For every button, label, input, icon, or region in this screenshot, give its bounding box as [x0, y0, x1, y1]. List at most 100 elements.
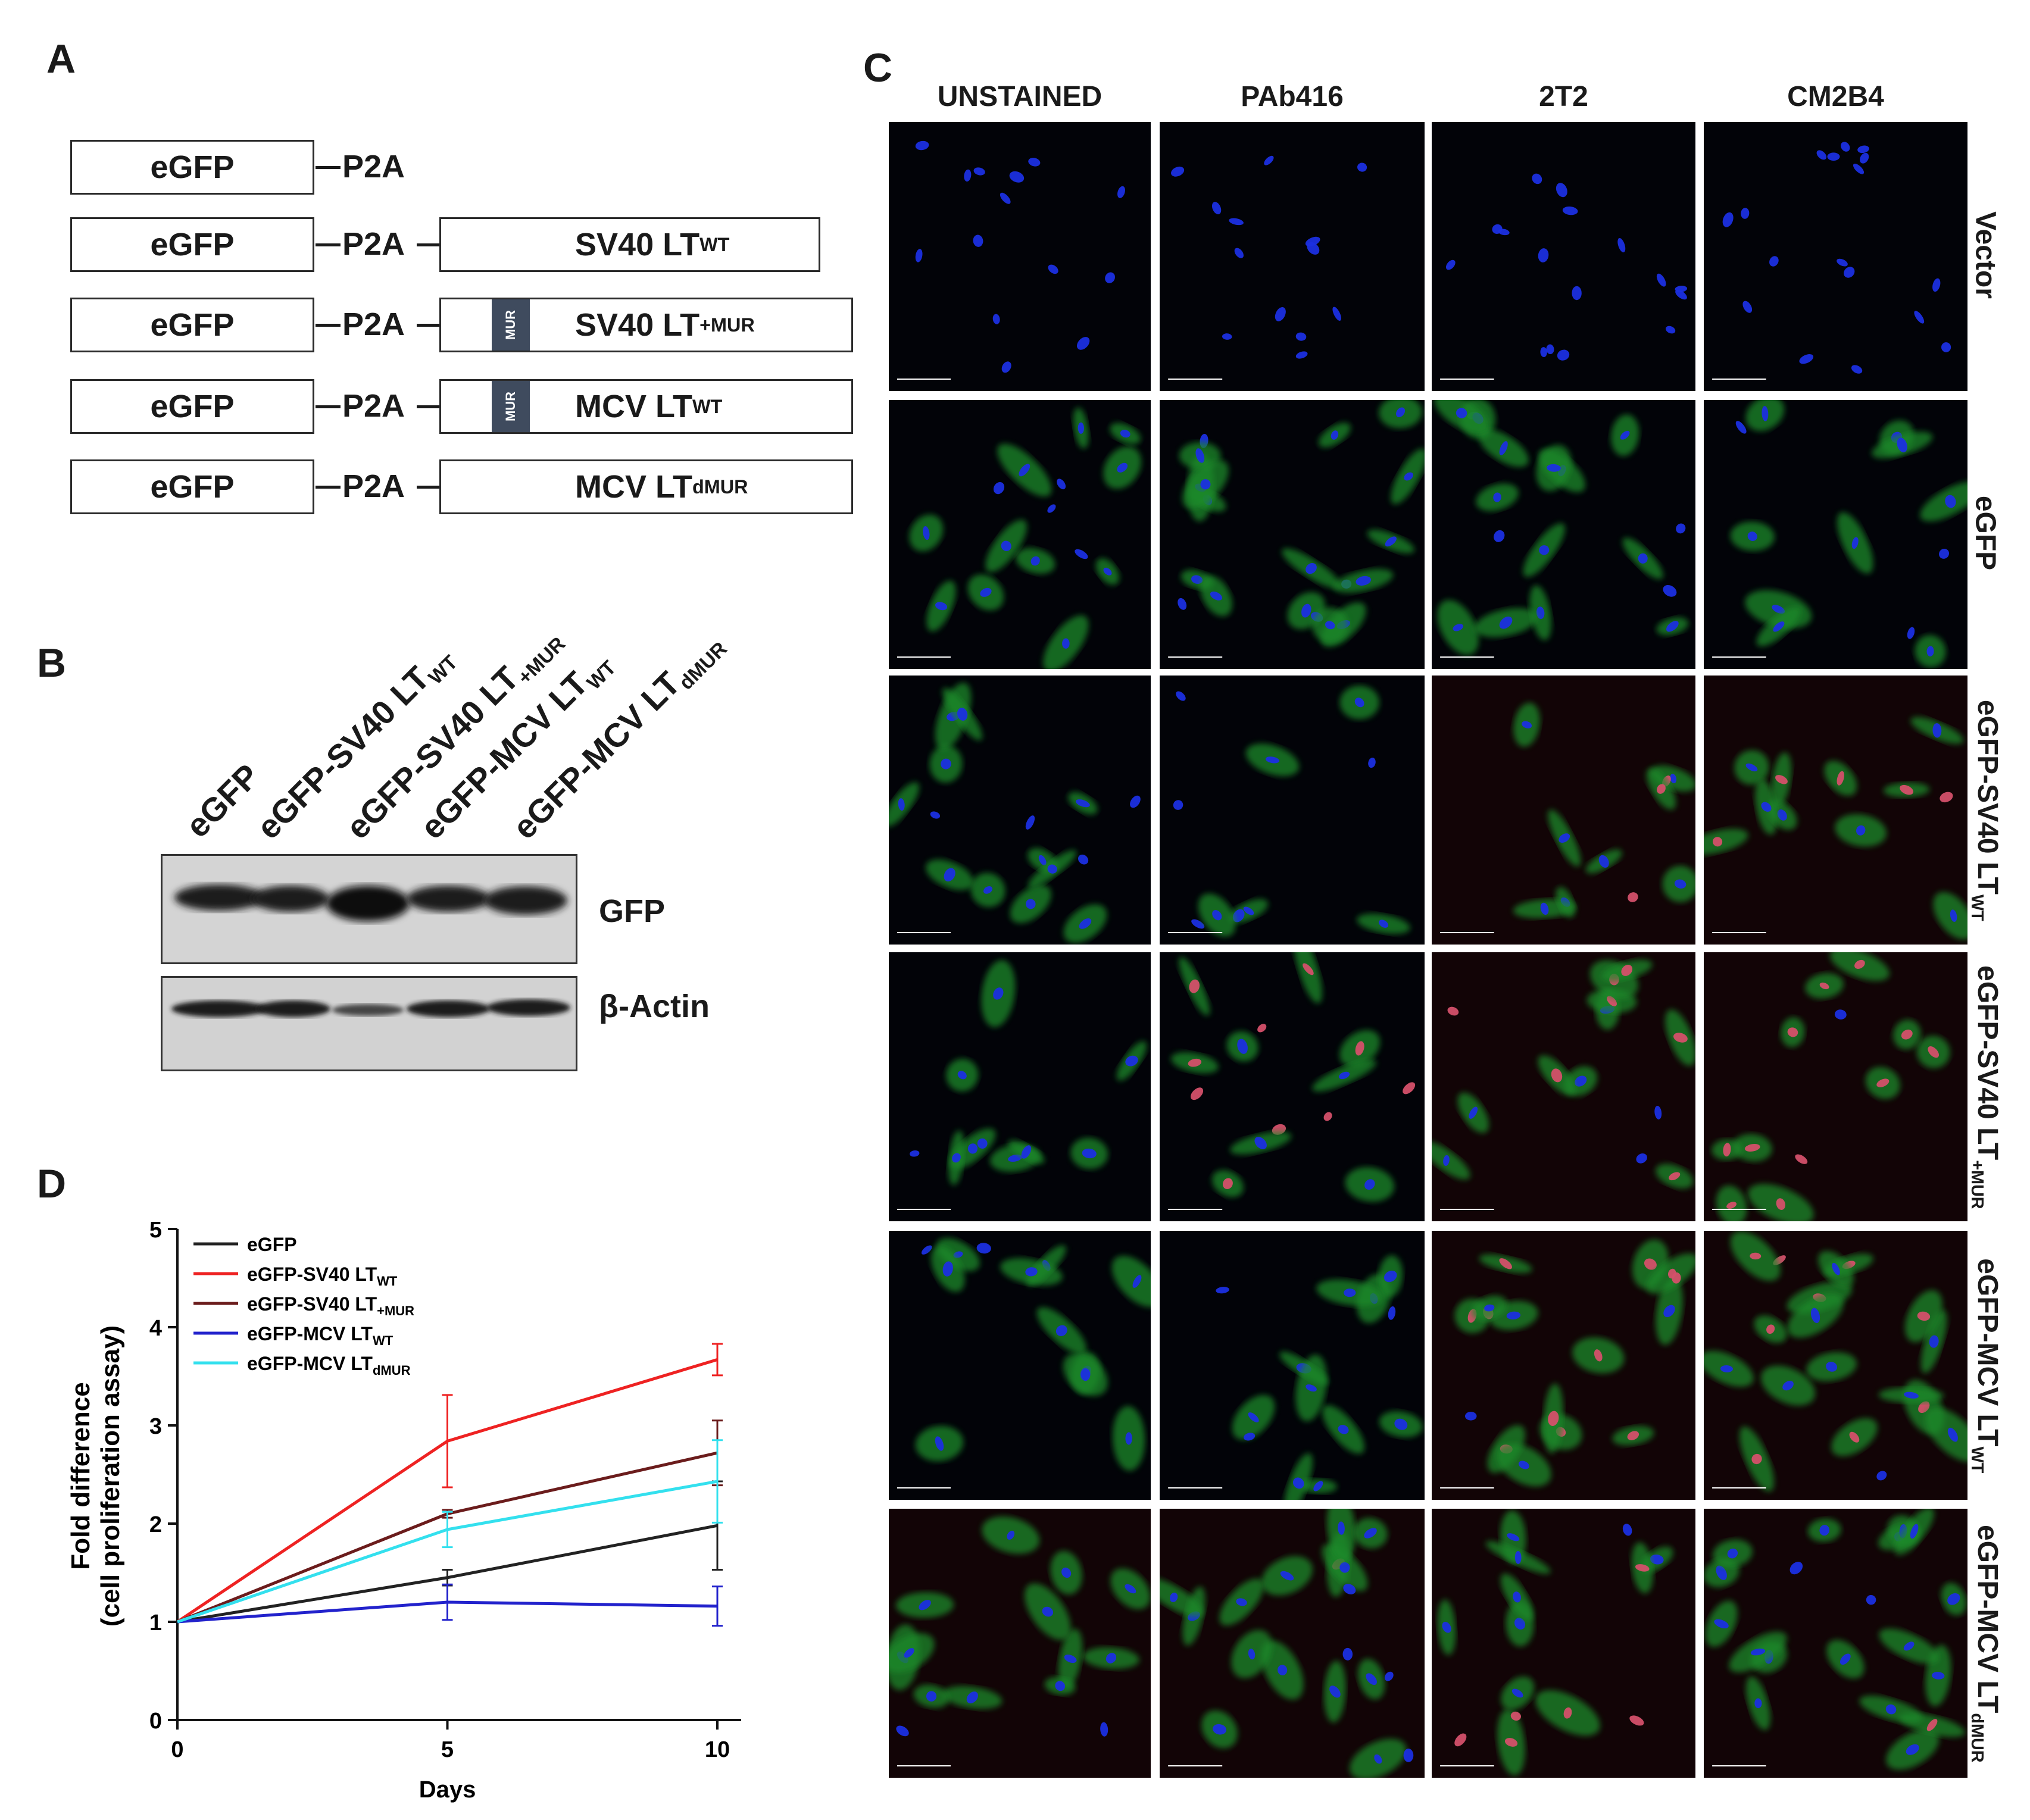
x-tick-label: 10 — [705, 1737, 730, 1762]
nucleus — [1292, 1477, 1304, 1489]
nucleus — [910, 1150, 920, 1157]
nucleus — [1306, 1384, 1317, 1392]
micrograph-tile — [1160, 952, 1425, 1221]
nucleus — [1499, 441, 1508, 455]
nucleus — [1776, 1198, 1786, 1210]
micrograph-tile — [1432, 400, 1695, 669]
micrograph-tile — [889, 1509, 1151, 1778]
nucleus — [1628, 892, 1638, 902]
nucleus — [1834, 1009, 1847, 1020]
nucleus — [1675, 290, 1687, 300]
row-label-main: eGFP — [1969, 495, 2001, 571]
micrograph-tile — [1432, 1509, 1695, 1778]
nucleus — [1546, 344, 1554, 355]
nucleus — [1929, 1335, 1939, 1348]
y-tick-label: 4 — [149, 1316, 162, 1341]
nucleus — [1105, 1653, 1117, 1663]
nucleus — [1064, 1655, 1077, 1663]
nucleus — [1939, 548, 1950, 559]
lane-label-subscript: dMUR — [675, 637, 732, 695]
nucleus — [1851, 537, 1859, 549]
y-tick-label: 0 — [149, 1709, 162, 1734]
row-label-subscript: WT — [1967, 1446, 1987, 1474]
nucleus — [1506, 1311, 1521, 1319]
nucleus — [1042, 1606, 1054, 1617]
nucleus — [1356, 576, 1372, 586]
nucleus — [1499, 1258, 1512, 1269]
micrograph-image — [1160, 952, 1425, 1221]
nucleus — [1504, 1738, 1518, 1747]
p2a-label: P2A — [342, 226, 405, 262]
nucleus — [1885, 1704, 1897, 1715]
tile-background — [1432, 122, 1695, 391]
micrograph-tile — [1704, 676, 1967, 945]
nucleus — [1665, 326, 1676, 334]
nucleus — [915, 140, 929, 151]
nucleus — [1200, 479, 1211, 490]
nucleus — [1195, 448, 1205, 463]
nucleus — [1303, 963, 1314, 975]
nucleus — [898, 798, 905, 811]
micrograph-tile — [1160, 676, 1425, 945]
micrograph-tile — [889, 952, 1151, 1221]
nucleus — [1766, 1324, 1775, 1334]
micrograph-tile — [1704, 1231, 1967, 1500]
nucleus — [1001, 540, 1011, 551]
nucleus — [1876, 1471, 1887, 1481]
nucleus — [1772, 605, 1785, 614]
nucleus — [1644, 1258, 1657, 1270]
nucleus — [915, 249, 923, 262]
nucleus — [1019, 464, 1030, 477]
nucleus — [1295, 351, 1308, 359]
nucleus — [1741, 208, 1750, 219]
nucleus — [1257, 1024, 1267, 1033]
micrograph-image — [889, 1509, 1151, 1778]
nucleus — [1782, 1381, 1794, 1391]
nucleus — [1819, 982, 1829, 990]
legend-entry-main: eGFP-SV40 LT — [247, 1264, 377, 1285]
nucleus — [1278, 1665, 1288, 1675]
egfp-box: eGFP — [70, 459, 314, 514]
column-header: 2T2 — [1539, 81, 1588, 112]
nucleus — [1213, 1724, 1227, 1735]
nucleus — [1726, 1202, 1737, 1209]
nucleus — [1795, 1154, 1808, 1164]
micrograph-image — [889, 952, 1151, 1221]
nucleus — [1325, 621, 1335, 630]
row-header: eGFP-MCV LTWT — [1967, 1229, 2004, 1503]
nucleus — [1841, 142, 1850, 152]
nucleus — [1403, 1748, 1414, 1762]
nucleus — [1712, 837, 1723, 847]
micrograph-image — [889, 676, 1151, 945]
nucleus — [1030, 556, 1040, 566]
nucleus — [1663, 1305, 1675, 1318]
panel-d-label: D — [37, 1161, 67, 1206]
nucleus — [1897, 437, 1907, 453]
tile-background — [1704, 676, 1967, 945]
nucleus — [1339, 1562, 1350, 1573]
nucleus — [1666, 621, 1679, 632]
large-t-label-subscript: dMUR — [692, 476, 748, 498]
nucleus — [1810, 1308, 1820, 1323]
nucleus — [1331, 430, 1339, 440]
nucleus — [941, 758, 951, 770]
nucleus — [993, 481, 1005, 495]
nucleus — [1125, 1055, 1138, 1067]
p2a-label: P2A — [342, 388, 405, 424]
linker-line — [417, 486, 439, 489]
nucleus — [1384, 1671, 1394, 1681]
nucleus — [1301, 603, 1311, 618]
nucleus — [1557, 349, 1570, 361]
nucleus — [1904, 1391, 1919, 1399]
nucleus — [957, 708, 968, 721]
nucleus — [1669, 1172, 1681, 1181]
nucleus — [1132, 1275, 1142, 1288]
nucleus — [973, 167, 985, 176]
y-tick-label: 3 — [149, 1414, 162, 1439]
nucleus — [1751, 1453, 1762, 1465]
nucleus — [1827, 152, 1840, 161]
nucleus — [1906, 1744, 1919, 1755]
nucleus — [1383, 1270, 1397, 1283]
micrograph-image — [1432, 122, 1695, 391]
nucleus — [1511, 1688, 1523, 1698]
